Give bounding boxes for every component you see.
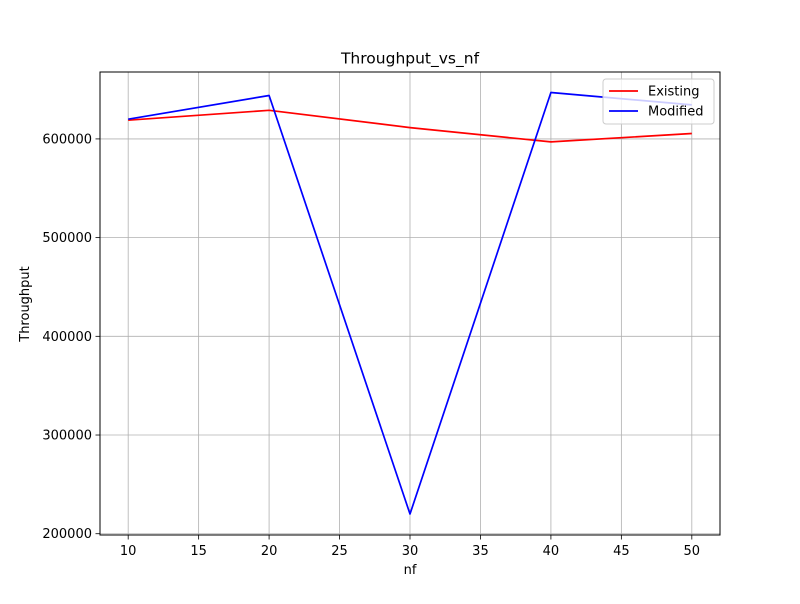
x-tick-label: 30: [402, 544, 419, 559]
x-tick-label: 45: [613, 544, 630, 559]
y-tick-label: 600000: [42, 132, 92, 147]
series-lines: [128, 91, 692, 515]
series-line-modified: [128, 91, 692, 515]
y-tick-label: 200000: [42, 527, 92, 542]
x-tick-label: 35: [472, 544, 489, 559]
axis-ticks: [95, 138, 693, 540]
y-tick-labels: 200000 300000 400000 500000 600000: [42, 132, 92, 542]
x-tick-label: 40: [543, 544, 560, 559]
x-tick-label: 25: [331, 544, 348, 559]
x-tick-label: 50: [684, 544, 701, 559]
grid-lines: [100, 72, 720, 535]
y-tick-label: 300000: [42, 429, 92, 444]
x-axis-label: nf: [404, 563, 417, 578]
x-tick-label: 10: [120, 544, 137, 559]
x-tick-label: 20: [261, 544, 278, 559]
x-tick-labels: 10 15 20 25 30 35 40 45 50: [120, 544, 700, 559]
series-line-existing: [128, 109, 692, 143]
y-tick-label: 400000: [42, 330, 92, 345]
y-axis-label: Throughput: [18, 266, 33, 343]
chart-title: Throughput_vs_nf: [340, 50, 480, 69]
legend-label-existing: Existing: [648, 85, 700, 100]
legend-label-modified: Modified: [648, 105, 703, 120]
y-tick-label: 500000: [42, 231, 92, 246]
legend: Existing Modified: [602, 78, 715, 125]
x-tick-label: 15: [190, 544, 207, 559]
